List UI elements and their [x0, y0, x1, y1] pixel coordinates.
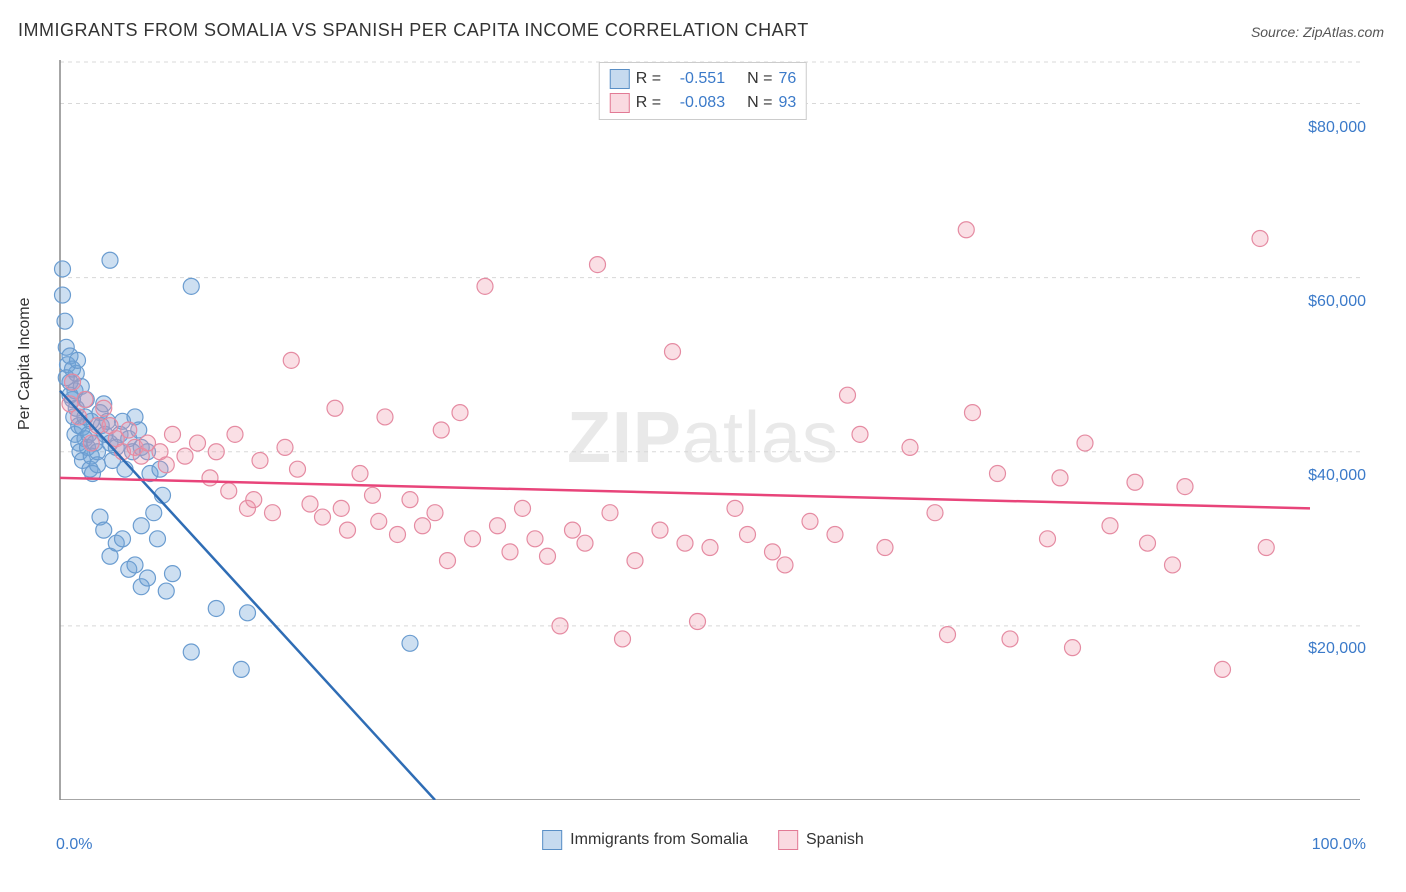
swatch-blue-icon: [610, 69, 630, 89]
swatch-pink-icon: [610, 93, 630, 113]
y-tick-80000: $80,000: [1308, 119, 1366, 137]
r-value: -0.551: [667, 67, 725, 91]
legend-item-spanish: Spanish: [778, 830, 864, 850]
stats-row-somalia: R = -0.551 N = 76: [610, 67, 796, 91]
legend-label: Spanish: [806, 831, 864, 849]
stats-legend: R = -0.551 N = 76 R = -0.083 N = 93: [599, 62, 807, 120]
swatch-blue-icon: [542, 830, 562, 850]
r-label: R =: [636, 67, 661, 91]
y-axis-label: Per Capita Income: [16, 297, 34, 430]
legend-label: Immigrants from Somalia: [570, 831, 748, 849]
n-label: N =: [747, 91, 772, 115]
swatch-pink-icon: [778, 830, 798, 850]
x-axis-min-label: 0.0%: [56, 836, 92, 854]
r-value: -0.083: [667, 91, 725, 115]
stats-row-spanish: R = -0.083 N = 93: [610, 91, 796, 115]
series-legend: Immigrants from Somalia Spanish: [542, 830, 864, 850]
y-tick-60000: $60,000: [1308, 293, 1366, 311]
scatter-chart: [50, 60, 1360, 800]
n-value: 76: [778, 67, 796, 91]
n-value: 93: [778, 91, 796, 115]
chart-title: IMMIGRANTS FROM SOMALIA VS SPANISH PER C…: [18, 20, 809, 41]
y-tick-40000: $40,000: [1308, 467, 1366, 485]
source-attribution: Source: ZipAtlas.com: [1251, 24, 1384, 40]
r-label: R =: [636, 91, 661, 115]
legend-item-somalia: Immigrants from Somalia: [542, 830, 748, 850]
y-tick-20000: $20,000: [1308, 640, 1366, 658]
x-axis-max-label: 100.0%: [1312, 836, 1366, 854]
n-label: N =: [747, 67, 772, 91]
chart-container: IMMIGRANTS FROM SOMALIA VS SPANISH PER C…: [0, 0, 1406, 892]
